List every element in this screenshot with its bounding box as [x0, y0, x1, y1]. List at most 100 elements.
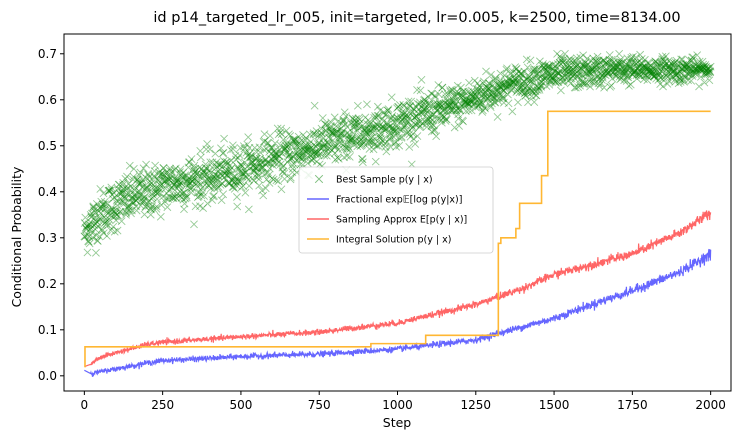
series-1-point	[552, 71, 561, 80]
series-1-point	[469, 97, 478, 105]
series-1-point	[330, 143, 339, 152]
series-1-point	[341, 131, 349, 140]
series-1-point	[192, 170, 201, 179]
series-1-point	[386, 122, 395, 131]
series-1-point	[339, 117, 348, 126]
series-1-point	[315, 138, 323, 147]
series-1-point	[658, 52, 667, 61]
series-1-point	[381, 111, 390, 120]
series-1-point	[696, 64, 705, 72]
series-1-point	[519, 77, 528, 86]
series-1-point	[673, 63, 682, 72]
series-1-point	[415, 123, 424, 132]
series-1-point	[582, 69, 591, 78]
series-1-point	[681, 62, 690, 71]
series-1-point	[540, 65, 549, 74]
series-1-point	[487, 88, 496, 97]
series-1-point	[403, 118, 411, 127]
series-1-point	[674, 69, 683, 78]
series-1-point	[702, 66, 711, 75]
series-1-point	[630, 66, 639, 75]
series-1-point	[563, 60, 572, 69]
series-1-point	[191, 164, 200, 173]
series-1-point	[395, 125, 404, 134]
series-1-point	[613, 67, 622, 76]
series-1-point	[422, 105, 431, 114]
series-1-point	[659, 55, 668, 64]
series-1-point	[598, 72, 607, 81]
series-1-point	[660, 57, 669, 66]
series-1-point	[572, 54, 581, 63]
series-1-point	[374, 141, 383, 150]
series-1-point	[244, 175, 253, 184]
series-1-point	[540, 63, 548, 72]
series-1-point	[410, 120, 419, 128]
series-1-point	[335, 125, 344, 134]
series-1-point	[421, 100, 430, 109]
series-1-point	[411, 120, 420, 129]
series-1-point	[554, 68, 562, 77]
series-1-point	[268, 144, 277, 152]
series-1-point	[338, 129, 347, 138]
series-1-point	[432, 132, 441, 141]
series-1-point	[681, 63, 689, 72]
series-1-point	[699, 63, 708, 72]
series-1-point	[655, 68, 664, 77]
series-1-point	[643, 59, 652, 67]
series-1-point	[627, 53, 636, 62]
series-1-point	[173, 173, 182, 182]
series-1-point	[198, 183, 207, 192]
series-1-point	[370, 140, 379, 149]
series-1-point	[90, 213, 99, 222]
series-1-point	[398, 115, 406, 124]
series-1-point	[520, 67, 529, 76]
series-1-point	[290, 135, 298, 144]
series-1-point	[607, 67, 615, 76]
series-1-point	[435, 114, 444, 123]
series-1-point	[567, 63, 576, 72]
series-1-point	[337, 139, 346, 148]
series-1-point	[522, 82, 531, 91]
series-1-point	[246, 153, 255, 162]
series-1-point	[281, 144, 290, 153]
series-1-point	[481, 87, 490, 96]
series-1-point	[546, 76, 555, 85]
series-1-point	[266, 131, 275, 140]
series-1-point	[91, 219, 100, 228]
series-1-point	[442, 108, 451, 116]
series-1-point	[141, 192, 150, 201]
series-1-point	[499, 94, 508, 103]
series-1-point	[221, 169, 229, 178]
series-1-point	[512, 88, 521, 96]
series-1-point	[364, 125, 373, 134]
series-1-point	[215, 172, 223, 181]
series-1-point	[445, 98, 454, 106]
series-1-point	[156, 181, 165, 190]
series-1-point	[102, 214, 110, 223]
series-1-point	[587, 56, 596, 65]
series-1-point	[405, 114, 413, 123]
series-1-point	[585, 68, 594, 77]
series-1-point	[269, 161, 277, 170]
series-1-point	[459, 117, 468, 126]
series-1-point	[368, 122, 377, 131]
series-1-point	[668, 72, 677, 81]
series-1-point	[529, 87, 537, 96]
series-1-point	[182, 191, 191, 200]
series-1-point	[274, 147, 282, 156]
series-1-point	[205, 174, 214, 183]
x-tick-label: 750	[308, 398, 331, 412]
series-1-point	[351, 122, 360, 131]
series-1-point	[580, 80, 588, 88]
series-1-point	[639, 63, 647, 71]
series-1-point	[525, 76, 534, 84]
series-1-point	[158, 175, 167, 184]
series-1-point	[150, 173, 159, 182]
series-1-point	[666, 69, 675, 78]
series-1-point	[293, 156, 302, 164]
series-1-point	[265, 147, 274, 156]
series-1-point	[483, 85, 491, 94]
series-1-point	[224, 179, 233, 188]
series-1-point	[344, 137, 353, 146]
